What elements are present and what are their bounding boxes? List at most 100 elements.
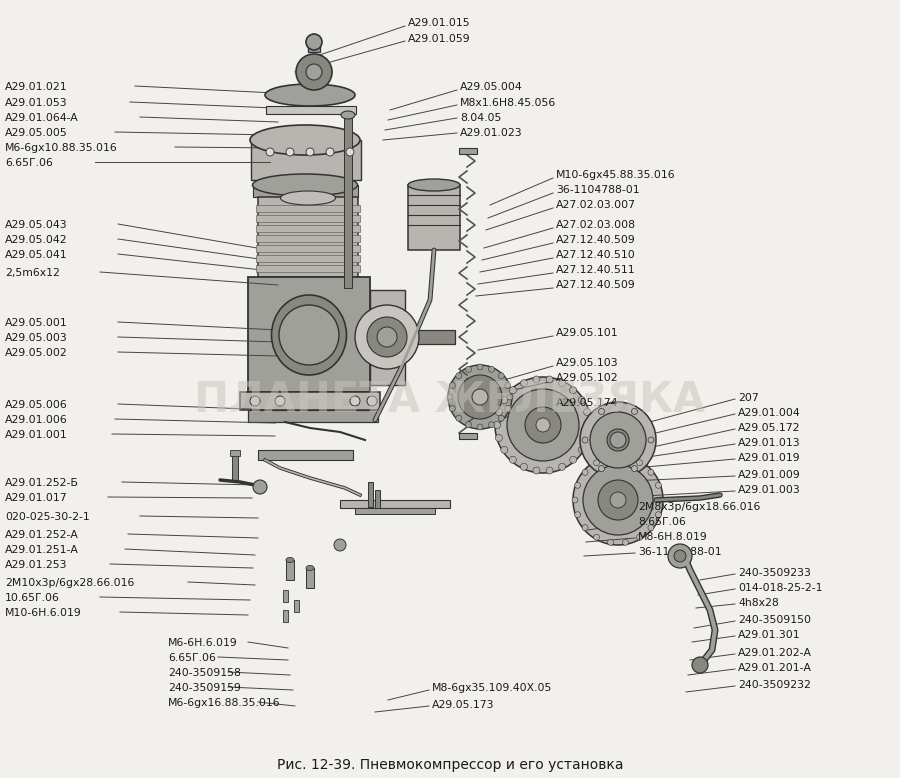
Circle shape <box>455 415 462 421</box>
Text: 2,5m6х12: 2,5m6х12 <box>5 268 60 278</box>
Text: A29.01.019: A29.01.019 <box>738 453 801 463</box>
Circle shape <box>533 376 540 383</box>
Circle shape <box>598 408 605 415</box>
Text: A29.01.202-А: A29.01.202-А <box>738 648 812 658</box>
Text: A27.02.03.007: A27.02.03.007 <box>556 200 636 210</box>
FancyBboxPatch shape <box>370 290 405 385</box>
FancyBboxPatch shape <box>232 452 238 480</box>
Text: A29.05.003: A29.05.003 <box>5 333 68 343</box>
FancyBboxPatch shape <box>248 410 378 422</box>
Circle shape <box>489 366 494 373</box>
FancyBboxPatch shape <box>283 590 288 602</box>
Text: A29.01.251-А: A29.01.251-А <box>5 545 79 555</box>
Circle shape <box>306 34 322 50</box>
Circle shape <box>593 534 599 540</box>
Circle shape <box>334 539 346 551</box>
Text: 020-025-30-2-1: 020-025-30-2-1 <box>5 512 90 522</box>
Circle shape <box>598 465 605 471</box>
Text: 6.65Г.06: 6.65Г.06 <box>5 158 53 168</box>
FancyBboxPatch shape <box>256 265 360 272</box>
Text: A29.05.043: A29.05.043 <box>5 220 68 230</box>
Text: М6-6Н.6.019: М6-6Н.6.019 <box>168 638 238 648</box>
FancyBboxPatch shape <box>256 215 360 222</box>
Circle shape <box>477 424 483 430</box>
Circle shape <box>477 364 483 370</box>
Text: A29.05.005: A29.05.005 <box>5 128 68 138</box>
Ellipse shape <box>607 429 629 451</box>
FancyBboxPatch shape <box>258 450 353 460</box>
Circle shape <box>636 534 643 540</box>
Circle shape <box>648 524 654 531</box>
Circle shape <box>692 657 708 673</box>
Circle shape <box>279 305 339 365</box>
Circle shape <box>583 465 653 535</box>
Circle shape <box>648 469 654 475</box>
FancyBboxPatch shape <box>230 450 240 456</box>
Circle shape <box>509 387 517 394</box>
Circle shape <box>447 394 453 400</box>
Text: М10-6gх45.88.35.016: М10-6gх45.88.35.016 <box>556 170 676 180</box>
Circle shape <box>608 454 614 461</box>
Text: A29.01.252-А: A29.01.252-А <box>5 530 79 540</box>
Circle shape <box>648 437 654 443</box>
Circle shape <box>590 412 646 468</box>
Circle shape <box>505 383 510 388</box>
Circle shape <box>306 64 322 80</box>
Text: A27.12.40.509: A27.12.40.509 <box>556 280 635 290</box>
Circle shape <box>536 418 550 432</box>
Ellipse shape <box>306 566 314 570</box>
Text: A27.12.40.510: A27.12.40.510 <box>556 250 635 260</box>
Ellipse shape <box>250 125 360 155</box>
FancyBboxPatch shape <box>266 106 356 114</box>
Text: A29.05.101: A29.05.101 <box>556 328 618 338</box>
Text: 240-3509232: 240-3509232 <box>738 680 811 690</box>
Text: A29.01.201-А: A29.01.201-А <box>738 663 812 673</box>
FancyBboxPatch shape <box>355 508 435 514</box>
Text: A29.05.172: A29.05.172 <box>738 423 800 433</box>
Text: A29.01.023: A29.01.023 <box>460 128 523 138</box>
Circle shape <box>674 550 686 562</box>
Text: A29.01.001: A29.01.001 <box>5 430 68 440</box>
Circle shape <box>253 480 267 494</box>
Circle shape <box>495 377 591 473</box>
Text: A29.05.174: A29.05.174 <box>556 398 618 408</box>
Circle shape <box>499 373 504 379</box>
Ellipse shape <box>341 111 355 119</box>
Text: A27.02.03.008: A27.02.03.008 <box>556 220 636 230</box>
Text: A29.01.009: A29.01.009 <box>738 470 801 480</box>
Circle shape <box>610 432 626 448</box>
Circle shape <box>355 305 419 369</box>
Circle shape <box>570 387 577 394</box>
Text: A29.01.015: A29.01.015 <box>408 18 471 28</box>
Text: М6-6gх10.88.35.016: М6-6gх10.88.35.016 <box>5 143 118 153</box>
FancyBboxPatch shape <box>405 330 455 344</box>
FancyBboxPatch shape <box>294 600 299 612</box>
Text: 8.65Г.06: 8.65Г.06 <box>638 517 686 527</box>
Text: A29.05.102: A29.05.102 <box>556 373 618 383</box>
Circle shape <box>367 317 407 357</box>
Circle shape <box>610 492 626 508</box>
Text: М8-6gх35.109.40Х.05: М8-6gх35.109.40Х.05 <box>432 683 553 693</box>
Circle shape <box>455 373 462 379</box>
Circle shape <box>326 148 334 156</box>
Circle shape <box>570 456 577 463</box>
Text: М8-6Н.8.019: М8-6Н.8.019 <box>638 532 707 542</box>
Circle shape <box>286 148 294 156</box>
FancyBboxPatch shape <box>283 610 288 622</box>
Circle shape <box>509 456 517 463</box>
FancyBboxPatch shape <box>459 433 477 439</box>
Circle shape <box>449 405 455 412</box>
Text: A29.05.004: A29.05.004 <box>460 82 523 92</box>
Text: М8х1.6Н8.45.056: М8х1.6Н8.45.056 <box>460 98 556 108</box>
Circle shape <box>500 447 508 454</box>
FancyBboxPatch shape <box>590 435 618 445</box>
Circle shape <box>586 422 592 429</box>
Circle shape <box>632 465 637 471</box>
Text: М10-6Н.6.019: М10-6Н.6.019 <box>5 608 82 618</box>
Circle shape <box>500 397 508 404</box>
Circle shape <box>623 539 628 545</box>
Text: М6-6gх16.88.35.016: М6-6gх16.88.35.016 <box>168 698 281 708</box>
Circle shape <box>546 376 553 383</box>
Circle shape <box>658 497 664 503</box>
FancyBboxPatch shape <box>258 197 358 277</box>
